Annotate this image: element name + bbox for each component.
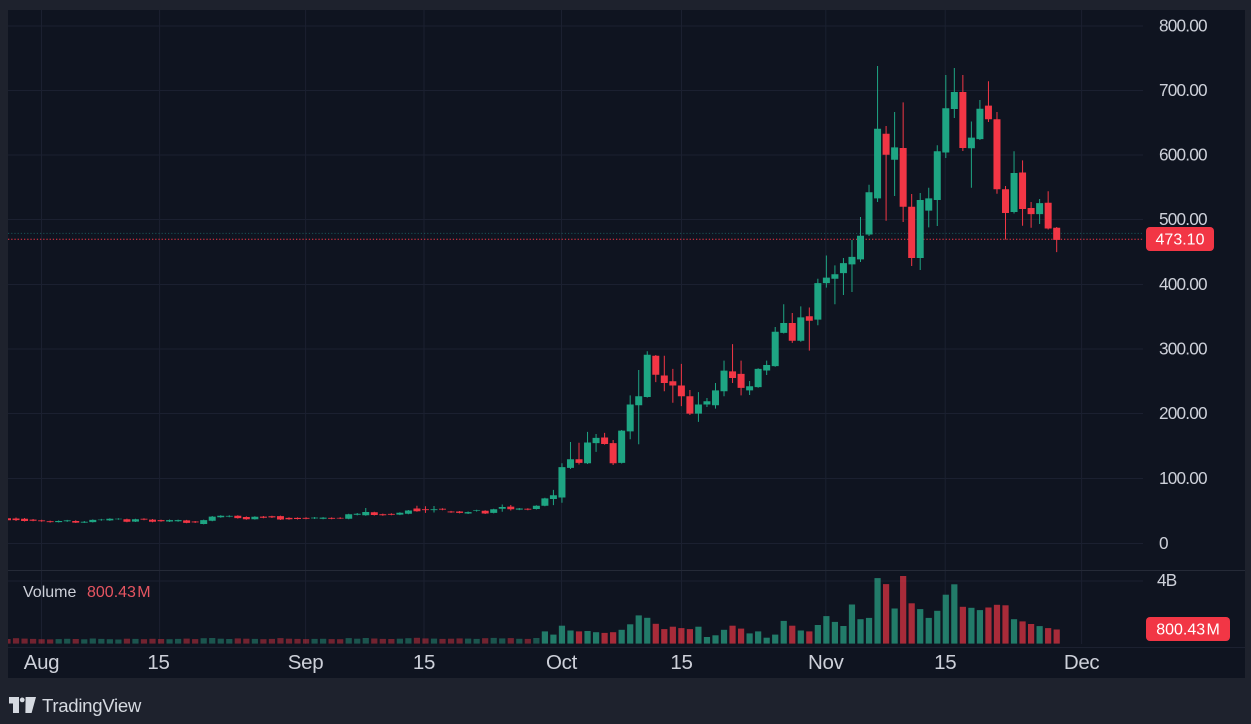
svg-text:400.00: 400.00 [1159, 274, 1207, 294]
svg-text:500.00: 500.00 [1159, 209, 1207, 229]
svg-text:300.00: 300.00 [1159, 339, 1207, 359]
svg-text:0: 0 [1159, 533, 1168, 553]
svg-text:Nov: Nov [808, 651, 845, 674]
svg-text:15: 15 [670, 651, 692, 674]
svg-text:4B: 4B [1157, 570, 1177, 590]
svg-text:TradingView: TradingView [42, 695, 142, 716]
svg-text:800.43 M: 800.43 M [1156, 622, 1220, 639]
svg-text:15: 15 [147, 651, 169, 674]
svg-text:Aug: Aug [24, 651, 60, 674]
svg-text:100.00: 100.00 [1159, 468, 1207, 488]
svg-text:15: 15 [413, 651, 435, 674]
svg-text:15: 15 [934, 651, 956, 674]
svg-text:Oct: Oct [546, 651, 578, 674]
svg-text:700.00: 700.00 [1159, 80, 1207, 100]
svg-text:Sep: Sep [288, 651, 324, 674]
svg-text:Dec: Dec [1064, 651, 1100, 674]
svg-text:473.10: 473.10 [1156, 232, 1205, 249]
svg-text:800.43 M: 800.43 M [87, 584, 151, 601]
svg-text:600.00: 600.00 [1159, 145, 1207, 165]
svg-text:800.00: 800.00 [1159, 16, 1207, 36]
svg-text:200.00: 200.00 [1159, 403, 1207, 423]
svg-text:Volume: Volume [23, 584, 76, 601]
